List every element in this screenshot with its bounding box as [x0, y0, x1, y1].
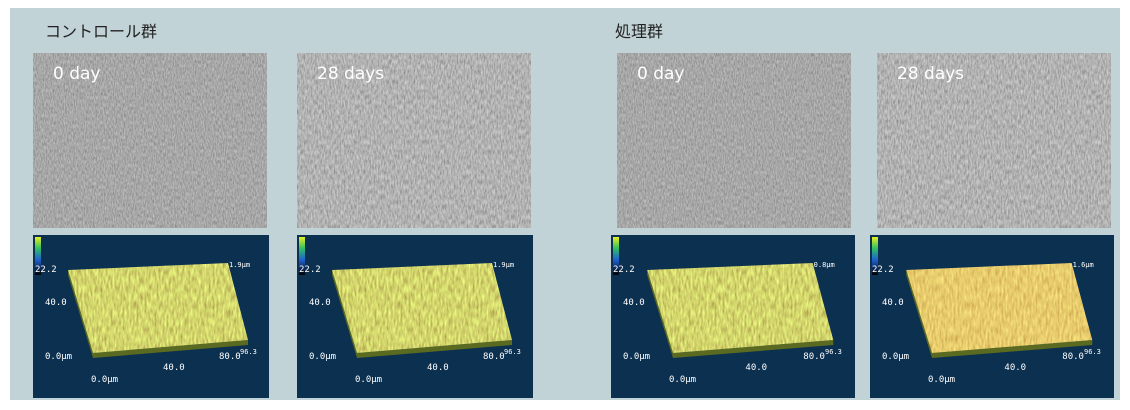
x-end-label: 80.0 — [219, 352, 241, 362]
x-max-label: 96.3 — [504, 348, 521, 356]
scale-label: 22.2 — [613, 265, 635, 275]
scale-label: 22.2 — [35, 265, 57, 275]
z-max-label: 1.9μm — [493, 261, 514, 269]
x-mid-label: 40.0 — [745, 363, 767, 373]
surface — [647, 263, 833, 353]
y-origin-label: 0.0μm — [882, 352, 909, 362]
y-origin-label: 0.0μm — [45, 352, 72, 362]
x-origin-label: 0.0μm — [928, 375, 955, 385]
x-mid-label: 40.0 — [1004, 363, 1026, 373]
z-max-label: 1.6μm — [1073, 261, 1094, 269]
z-max-label: 0.8μm — [814, 261, 835, 269]
x-origin-label: 0.0μm — [355, 375, 382, 385]
day-label: 0 day — [53, 64, 101, 84]
surface — [332, 263, 512, 353]
day-label: 28 days — [897, 64, 964, 84]
figure: コントロール群 0 day 22.2 1.9μm 40.0 0.0μm 0.0μm 40.0 8… — [0, 0, 1130, 410]
scale-label: 22.2 — [872, 265, 894, 275]
x-max-label: 96.3 — [1084, 348, 1101, 356]
y-origin-label: 0.0μm — [623, 352, 650, 362]
surface — [68, 263, 248, 353]
y-mid-label: 40.0 — [623, 298, 645, 308]
x-max-label: 96.3 — [825, 348, 842, 356]
x-mid-label: 40.0 — [163, 363, 185, 373]
micrograph: 0 day — [33, 53, 267, 228]
day-label: 0 day — [637, 64, 685, 84]
micrograph: 28 days — [297, 53, 531, 228]
x-origin-label: 0.0μm — [669, 375, 696, 385]
scale-label: 22.2 — [299, 265, 321, 275]
group-title: 処理群 — [615, 22, 663, 41]
x-origin-label: 0.0μm — [91, 375, 118, 385]
day-label: 28 days — [317, 64, 384, 84]
x-end-label: 80.0 — [803, 352, 825, 362]
y-mid-label: 40.0 — [45, 298, 67, 308]
surface — [906, 263, 1092, 353]
y-mid-label: 40.0 — [882, 298, 904, 308]
x-end-label: 80.0 — [1062, 352, 1084, 362]
group-title: コントロール群 — [45, 22, 157, 41]
x-max-label: 96.3 — [240, 348, 257, 356]
z-max-label: 1.9μm — [229, 261, 250, 269]
micrograph: 28 days — [877, 53, 1111, 228]
micrograph: 0 day — [617, 53, 851, 228]
x-end-label: 80.0 — [483, 352, 505, 362]
y-origin-label: 0.0μm — [309, 352, 336, 362]
y-mid-label: 40.0 — [309, 298, 331, 308]
x-mid-label: 40.0 — [427, 363, 449, 373]
